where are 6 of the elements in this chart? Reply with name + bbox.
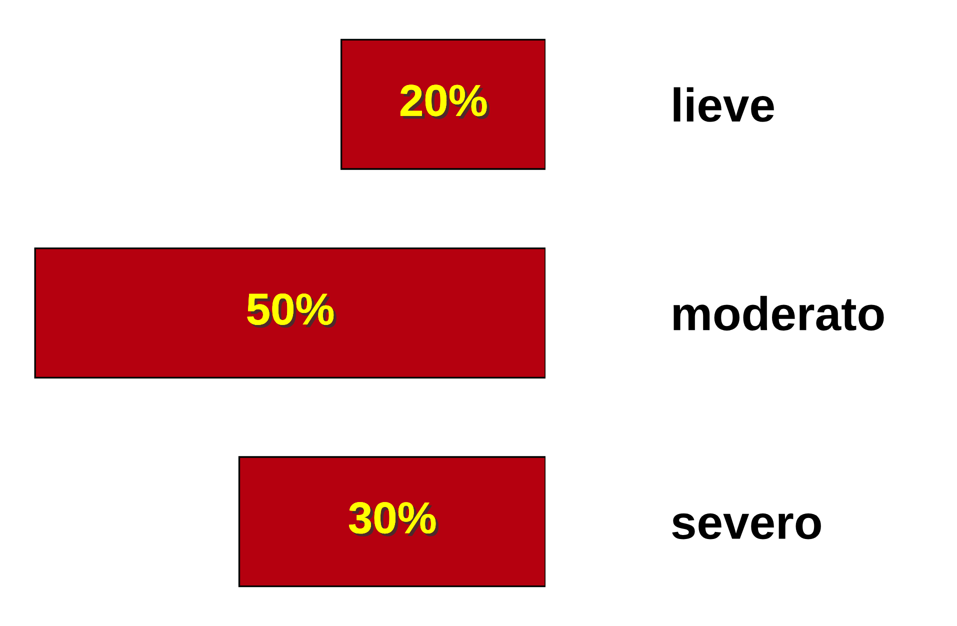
y-tick-label: moderato <box>674 296 884 331</box>
y-tick-label: lieve <box>674 87 774 122</box>
data-label: 20% <box>400 84 490 120</box>
y-tick-label: severo <box>672 513 821 540</box>
data-label: 50% <box>247 293 336 328</box>
data-label: 30% <box>348 502 438 536</box>
